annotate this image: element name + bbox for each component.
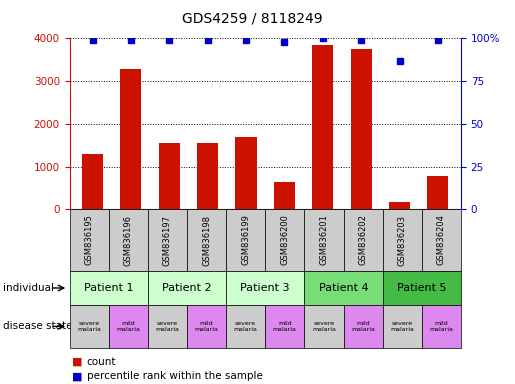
Bar (351, 49, 372, 209)
Text: severe
malaria: severe malaria (234, 321, 258, 332)
Bar (274, 182, 295, 209)
Text: GSM836196: GSM836196 (124, 215, 133, 265)
Bar (82, 154, 103, 209)
Bar (312, 45, 333, 209)
Text: severe
malaria: severe malaria (77, 321, 101, 332)
Text: mild
malaria: mild malaria (430, 321, 453, 332)
Text: severe
malaria: severe malaria (312, 321, 336, 332)
Text: mild
malaria: mild malaria (273, 321, 297, 332)
Text: mild
malaria: mild malaria (116, 321, 140, 332)
Text: ■: ■ (72, 371, 82, 381)
Text: count: count (87, 357, 116, 367)
Text: individual: individual (3, 283, 54, 293)
Text: GSM836204: GSM836204 (437, 215, 446, 265)
Text: GSM836197: GSM836197 (163, 215, 172, 265)
Bar (389, 202, 410, 209)
Text: GSM836195: GSM836195 (84, 215, 94, 265)
Text: GSM836198: GSM836198 (202, 215, 211, 265)
Text: percentile rank within the sample: percentile rank within the sample (87, 371, 263, 381)
Bar (197, 142, 218, 209)
Text: Patient 4: Patient 4 (319, 283, 368, 293)
Bar (121, 69, 142, 209)
Text: GDS4259 / 8118249: GDS4259 / 8118249 (182, 12, 323, 25)
Text: mild
malaria: mild malaria (351, 321, 375, 332)
Text: Patient 3: Patient 3 (241, 283, 290, 293)
Text: GSM836202: GSM836202 (358, 215, 368, 265)
Bar (235, 137, 256, 209)
Text: GSM836200: GSM836200 (280, 215, 289, 265)
Text: ■: ■ (72, 357, 82, 367)
Text: mild
malaria: mild malaria (195, 321, 218, 332)
Text: Patient 2: Patient 2 (162, 283, 212, 293)
Text: Patient 5: Patient 5 (397, 283, 447, 293)
Bar (427, 176, 449, 209)
Text: GSM836203: GSM836203 (398, 215, 407, 265)
Text: Patient 1: Patient 1 (84, 283, 133, 293)
Text: disease state: disease state (3, 321, 72, 331)
Text: severe
malaria: severe malaria (156, 321, 179, 332)
Text: GSM836199: GSM836199 (241, 215, 250, 265)
Text: severe
malaria: severe malaria (390, 321, 414, 332)
Bar (159, 142, 180, 209)
Text: GSM836201: GSM836201 (319, 215, 329, 265)
